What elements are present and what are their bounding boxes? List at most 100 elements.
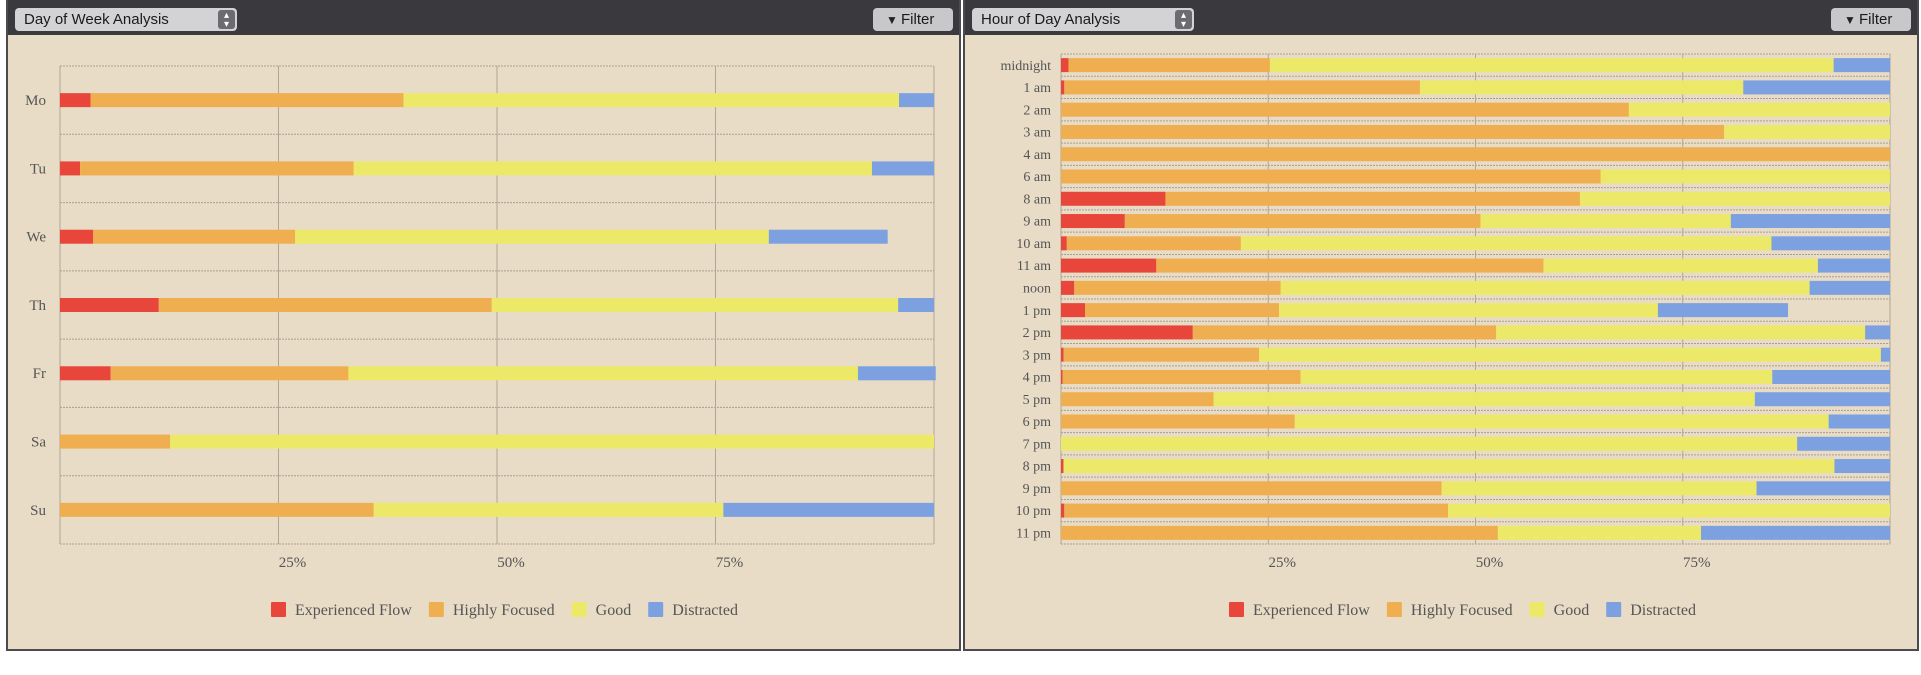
- bar-highly-focused: [1074, 280, 1281, 295]
- bar-distracted: [1754, 392, 1890, 407]
- bar-highly-focused: [1061, 169, 1601, 184]
- bar-experienced-flow: [1061, 58, 1069, 73]
- bar-highly-focused: [1156, 258, 1544, 273]
- category-label: We: [26, 230, 46, 246]
- bar-good: [348, 366, 858, 381]
- bar-distracted: [857, 366, 936, 381]
- bar-good: [1279, 303, 1658, 318]
- bar-good: [1480, 214, 1731, 229]
- legend-label-experienced-flow: Experienced Flow: [295, 602, 412, 619]
- filter-label: Filter: [901, 11, 935, 28]
- legend-swatch-experienced-flow: [271, 602, 286, 617]
- category-label: midnight: [1000, 59, 1051, 74]
- legend-swatch-highly-focused: [428, 602, 444, 617]
- bar-highly-focused: [1061, 525, 1498, 540]
- category-label: noon: [1023, 281, 1051, 296]
- bar-experienced-flow: [1061, 459, 1064, 474]
- bar-highly-focused: [1165, 191, 1580, 206]
- category-label: Th: [29, 298, 46, 314]
- legend-swatch-distracted: [648, 602, 664, 617]
- bar-good: [1600, 169, 1890, 184]
- filter-button[interactable]: ▼ Filter: [873, 8, 953, 31]
- legend-swatch-good: [1529, 602, 1545, 617]
- hour-of-day-panel: Hour of Day Analysis ▴ ▾ ▼ Filter midnigh…: [963, 0, 1919, 651]
- funnel-icon: ▼: [886, 13, 898, 27]
- bar-distracted: [1797, 436, 1890, 451]
- bar-highly-focused: [1061, 392, 1214, 407]
- bar-experienced-flow: [1061, 503, 1065, 518]
- bar-good: [1213, 392, 1755, 407]
- category-label: 11 am: [1017, 259, 1051, 274]
- bar-highly-focused: [80, 161, 354, 176]
- bar-distracted: [1809, 280, 1890, 295]
- bar-highly-focused: [1061, 102, 1629, 117]
- bar-experienced-flow: [1061, 347, 1064, 362]
- analysis-select[interactable]: Day of Week Analysis ▴ ▾: [15, 8, 237, 31]
- category-label: Sa: [31, 435, 46, 451]
- category-label: 1 am: [1023, 81, 1051, 96]
- category-label: 6 pm: [1023, 415, 1052, 430]
- category-label: 3 am: [1023, 126, 1051, 141]
- bar-distracted: [1828, 414, 1890, 429]
- funnel-icon: ▼: [1844, 13, 1856, 27]
- analysis-select-label: Day of Week Analysis: [24, 11, 169, 28]
- bar-distracted: [1743, 80, 1890, 95]
- x-tick-label: 75%: [716, 555, 744, 571]
- legend-label-highly-focused: Highly Focused: [1411, 602, 1513, 619]
- bar-highly-focused: [1061, 481, 1442, 496]
- day-of-week-panel: Day of Week Analysis ▴ ▾ ▼ Filter Mo Tu We T…: [6, 0, 961, 651]
- bar-highly-focused: [1061, 124, 1725, 139]
- bar-distracted: [1865, 325, 1890, 340]
- legend-swatch-distracted: [1606, 602, 1622, 617]
- updown-chevron-icon: ▴ ▾: [218, 10, 235, 30]
- bar-distracted: [768, 229, 888, 244]
- bar-highly-focused: [1085, 303, 1280, 318]
- bar-highly-focused: [1064, 80, 1420, 95]
- bar-experienced-flow: [1061, 325, 1193, 340]
- bar-distracted: [1657, 303, 1789, 318]
- day-of-week-chart: Mo Tu We Th Fr Sa Su 25% 50% 75% Experienced Flow H…: [25, 65, 936, 619]
- analysis-select-label: Hour of Day Analysis: [981, 11, 1121, 28]
- bar-good: [1280, 280, 1810, 295]
- bar-good: [1259, 347, 1881, 362]
- bar-highly-focused: [158, 298, 492, 312]
- bar-experienced-flow: [1061, 214, 1125, 229]
- bar-distracted: [1771, 236, 1890, 251]
- filter-label: Filter: [1859, 11, 1893, 28]
- bar-distracted: [1756, 481, 1890, 496]
- filter-button[interactable]: ▼ Filter: [1831, 8, 1911, 31]
- bar-highly-focused: [1064, 503, 1449, 518]
- bar-highly-focused: [1192, 325, 1497, 340]
- updown-chevron-icon: ▴ ▾: [1175, 10, 1192, 30]
- analysis-select[interactable]: Hour of Day Analysis ▴ ▾: [972, 8, 1194, 31]
- bar-distracted: [871, 161, 934, 176]
- legend-label-distracted: Distracted: [1630, 602, 1696, 619]
- bar-highly-focused: [1061, 147, 1890, 162]
- bar-good: [1448, 503, 1890, 518]
- bar-experienced-flow: [1061, 369, 1063, 384]
- bar-good: [1543, 258, 1818, 273]
- bar-highly-focused: [1062, 369, 1301, 384]
- bar-good: [353, 161, 872, 176]
- bar-highly-focused: [60, 502, 374, 517]
- bar-experienced-flow: [1061, 303, 1086, 318]
- bar-good: [491, 298, 899, 312]
- bar-good: [295, 229, 769, 244]
- x-tick-label: 25%: [279, 555, 307, 571]
- bar-good: [1496, 325, 1866, 340]
- bar-good: [1628, 102, 1890, 117]
- bar-good: [1724, 124, 1890, 139]
- legend-swatch-good: [571, 602, 587, 617]
- category-label: 10 am: [1016, 237, 1051, 252]
- bar-experienced-flow: [1061, 191, 1166, 206]
- bar-good: [403, 93, 900, 108]
- bar-experienced-flow: [1061, 258, 1157, 273]
- category-label: Mo: [25, 93, 46, 109]
- bar-highly-focused: [1066, 236, 1241, 251]
- bar-good: [1441, 481, 1757, 496]
- bar-experienced-flow: [60, 366, 111, 381]
- category-label: 8 pm: [1023, 460, 1052, 475]
- category-label: 3 pm: [1023, 348, 1052, 363]
- bar-distracted: [1880, 347, 1890, 362]
- bar-good: [1294, 414, 1829, 429]
